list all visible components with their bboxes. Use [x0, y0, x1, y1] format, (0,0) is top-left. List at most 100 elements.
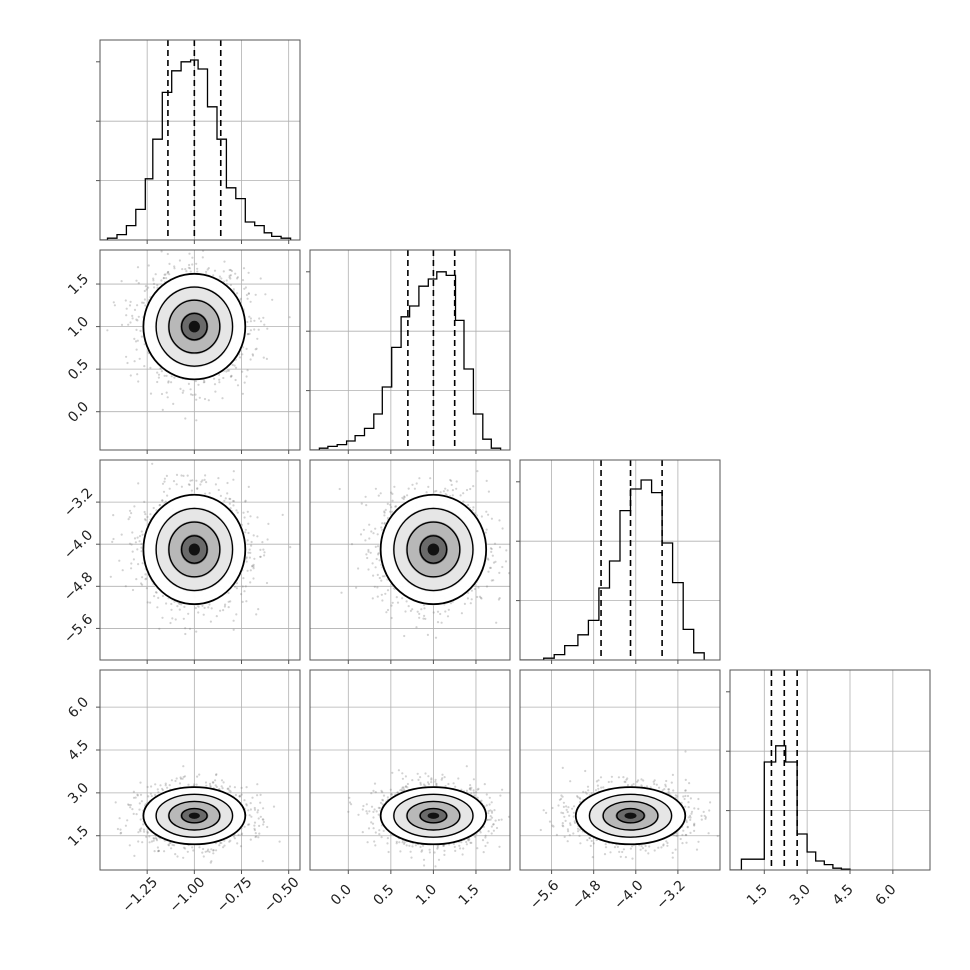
- contour-line: [406, 521, 461, 578]
- scatter-point: [264, 293, 267, 296]
- scatter-point: [391, 601, 394, 604]
- scatter-point: [207, 267, 210, 270]
- scatter-point: [137, 482, 140, 485]
- scatter-point: [394, 505, 397, 508]
- scatter-point: [422, 617, 425, 620]
- scatter-point: [451, 489, 454, 492]
- scatter-point: [249, 329, 252, 332]
- scatter-point: [259, 277, 262, 280]
- scatter-point: [184, 268, 187, 271]
- scatter-point: [236, 511, 239, 514]
- scatter-point: [245, 556, 248, 559]
- scatter-point: [187, 783, 190, 786]
- scatter-point: [262, 823, 265, 826]
- scatter-point: [136, 373, 139, 376]
- scatter-point: [451, 494, 454, 497]
- scatter-point: [444, 610, 447, 613]
- scatter-point: [230, 269, 233, 273]
- scatter-point: [201, 604, 204, 608]
- scatter-point: [246, 333, 249, 336]
- contour-line: [379, 493, 488, 606]
- scatter-point: [118, 817, 121, 820]
- scatter-point: [401, 496, 404, 499]
- scatter-point: [212, 849, 215, 852]
- scatter-point: [249, 300, 252, 303]
- scatter-point: [377, 552, 380, 555]
- scatter-point: [242, 577, 245, 580]
- scatter-point: [162, 276, 165, 280]
- grid: [520, 460, 720, 660]
- scatter-point: [208, 603, 211, 606]
- scatter-point: [252, 534, 255, 537]
- panel-frame: [309, 249, 511, 451]
- scatter-point: [183, 775, 187, 778]
- scatter-point: [429, 477, 432, 480]
- scatter-point: [154, 783, 157, 786]
- scatter-point: [131, 317, 134, 320]
- scatter-point: [156, 371, 159, 374]
- scatter-point: [470, 589, 473, 592]
- scatter-point: [259, 801, 262, 804]
- scatter-point: [242, 511, 245, 514]
- scatter-point: [121, 569, 124, 572]
- scatter-point: [198, 846, 201, 849]
- scatter-point: [250, 544, 253, 547]
- scatter-point: [184, 417, 187, 420]
- scatter-point: [498, 519, 501, 522]
- scatter-point: [236, 276, 239, 279]
- scatter-point: [254, 293, 257, 296]
- scatter-point: [368, 537, 371, 540]
- histogram-step: [100, 59, 292, 240]
- scatter-point: [228, 497, 231, 500]
- scatter-point: [244, 585, 247, 588]
- scatter-point: [171, 617, 174, 620]
- scatter-point: [256, 535, 259, 538]
- scatter-point: [143, 365, 146, 368]
- scatter-point: [367, 568, 370, 571]
- scatter-point: [385, 611, 388, 614]
- scatter-point: [384, 508, 387, 511]
- scatter-point: [232, 504, 235, 507]
- scatter-point: [173, 844, 176, 847]
- scatter-point: [487, 490, 490, 493]
- scatter-point: [203, 380, 206, 384]
- scatter-point: [176, 605, 179, 608]
- scatter-point: [394, 505, 398, 508]
- scatter-point: [195, 630, 198, 633]
- scatter-point: [198, 396, 201, 399]
- scatter-point: [137, 282, 140, 285]
- scatter-point: [488, 566, 492, 570]
- scatter-point: [485, 479, 488, 482]
- scatter-point: [256, 811, 259, 814]
- grid: [310, 250, 510, 450]
- scatter-point: [209, 620, 212, 623]
- scatter-point: [218, 275, 221, 278]
- scatter-point: [486, 557, 489, 560]
- contour-line: [155, 507, 234, 592]
- scatter-point: [161, 787, 164, 790]
- scatter-point: [164, 782, 167, 785]
- scatter-point: [444, 493, 447, 496]
- scatter-point: [187, 483, 190, 486]
- scatter-point: [215, 773, 218, 777]
- scatter-point: [179, 776, 182, 779]
- scatter-point: [195, 262, 198, 265]
- scatter-point: [188, 483, 191, 486]
- scatter-point: [163, 480, 166, 483]
- scatter-point: [196, 487, 199, 490]
- scatter-point: [195, 419, 198, 422]
- scatter-point: [511, 556, 513, 558]
- scatter-point: [166, 396, 169, 399]
- scatter-panel-p0-p2: −5.6−4.8−4.0−3.2: [61, 459, 301, 664]
- scatter-point: [249, 320, 252, 323]
- scatter-point: [243, 381, 246, 384]
- scatter-point: [261, 541, 264, 544]
- scatter-point: [149, 392, 153, 395]
- scatter-point: [246, 320, 249, 324]
- scatter-point: [186, 248, 188, 250]
- scatter-point: [248, 332, 251, 335]
- scatter-point: [386, 608, 390, 612]
- scatter-point: [127, 323, 130, 326]
- scatter-point: [131, 531, 134, 534]
- scatter-point: [217, 477, 220, 480]
